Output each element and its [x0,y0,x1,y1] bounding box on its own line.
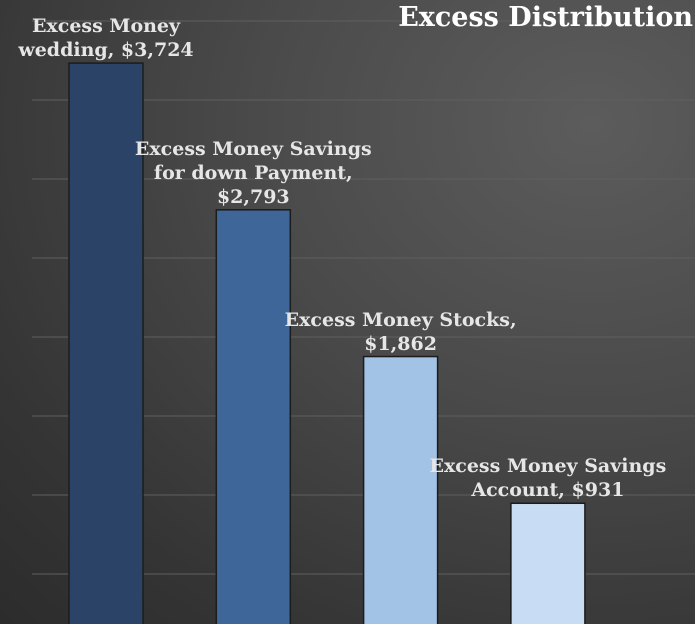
data-label-line: wedding, $3,724 [18,39,194,62]
chart-title: Excess Distribution [398,2,693,33]
data-label-line: Excess Money Stocks, [284,308,517,331]
data-label-4: Excess Money Savings Account, $931 [418,454,678,502]
data-label-line: Excess Money Savings [429,455,667,478]
bars-group [68,62,586,624]
bar-1 [68,62,144,624]
data-label-line: Account, $931 [471,479,625,502]
data-label-line: Excess Money Savings [134,137,372,160]
data-label-line: for down Payment, [153,161,353,184]
data-label-line: $2,793 [216,185,290,208]
bar-4 [510,502,586,624]
data-label-line: Excess Money [31,15,181,38]
bar-3 [362,355,439,624]
data-label-line: $1,862 [364,332,437,355]
bar-2 [215,209,292,624]
data-label-3: Excess Money Stocks, $1,862 [271,308,531,356]
data-label-1: Excess Money wedding, $3,724 [0,14,236,62]
data-label-2: Excess Money Savings for down Payment, $2,… [123,137,383,209]
